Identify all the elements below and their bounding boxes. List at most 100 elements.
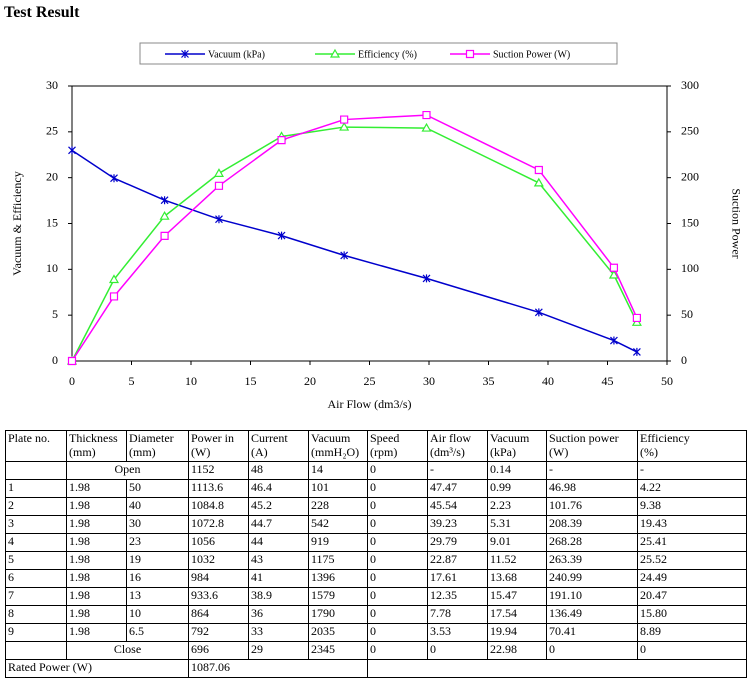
header-unit: (W) <box>191 445 211 459</box>
table-cell: - <box>637 461 747 480</box>
header-unit: (kPa) <box>490 445 516 459</box>
results-table: Plate no. Thickness (mm) Diameter (mm) Power … <box>5 430 747 678</box>
table-cell: 1152 <box>188 461 249 480</box>
series-line <box>71 114 638 362</box>
header-name: Diameter <box>129 431 174 446</box>
header-unit: (mmH₂O) <box>311 445 360 459</box>
table-cell: 25.52 <box>637 551 747 570</box>
y2-tick-label: 0 <box>681 353 687 367</box>
header-cell: Diameter (mm) <box>126 430 189 462</box>
marker <box>160 231 169 240</box>
marker <box>68 146 76 155</box>
table-cell: 44.7 <box>248 515 309 534</box>
marker <box>609 263 619 272</box>
table-cell: 6.5 <box>126 623 189 642</box>
table-cell: 792 <box>188 623 249 642</box>
table-cell: 5 <box>5 551 67 570</box>
y-axis-label: Vacuum & Efficiency <box>10 171 24 275</box>
series-line <box>71 126 638 362</box>
legend-marker <box>181 50 189 58</box>
table-cell: 12.35 <box>427 587 488 606</box>
series-line <box>71 149 638 353</box>
header-name: Vacuum <box>311 431 351 446</box>
header-cell: Air flow (dm³/s) <box>427 430 488 462</box>
table-cell: 1.98 <box>66 497 127 516</box>
header-unit: (dm³/s) <box>430 445 465 459</box>
header-name: Efficiency <box>640 431 690 446</box>
marker <box>160 196 169 205</box>
header-name: Current <box>251 431 288 446</box>
legend-label: Vacuum (kPa) <box>208 49 265 60</box>
x-tick-label: 50 <box>661 374 673 388</box>
chart: 0 5 10 15 20 25 30 35 40 45 5005101520253005010015… <box>10 42 743 411</box>
table-cell: 2 <box>5 497 67 516</box>
marker <box>339 121 350 131</box>
x-tick-label: 10 <box>185 374 197 388</box>
marker <box>610 336 618 345</box>
y-tick-label: 20 <box>46 169 58 183</box>
x-axis-label: Air Flow (dm3/s) <box>328 397 412 411</box>
table-cell: 0 <box>367 497 428 516</box>
table-cell: 3 <box>5 515 67 534</box>
table-cell: - <box>546 461 638 480</box>
table-cell: 7.78 <box>427 605 488 624</box>
table-cell: 9.38 <box>637 497 747 516</box>
data-row: 4 1.98 23 1056 44 919 0 29.79 9.01 268.28 25.41 <box>5 533 747 552</box>
table-cell: 13 <box>126 587 189 606</box>
table-cell: 19.43 <box>637 515 747 534</box>
table-cell: 33 <box>248 623 309 642</box>
table-cell: 24.49 <box>637 569 747 588</box>
legend: Vacuum (kPa) Efficiency (%) Suction Power … <box>139 42 618 65</box>
table-cell: 10 <box>126 605 189 624</box>
data-row: 2 1.98 40 1084.8 45.2 228 0 45.54 2.23 101.76 9.38 <box>5 497 747 516</box>
table-cell: 30 <box>126 515 189 534</box>
table-cell: 268.28 <box>546 533 638 552</box>
x-tick-label: 45 <box>602 374 614 388</box>
table-cell: 23 <box>126 533 189 552</box>
table-cell: 0 <box>367 587 428 606</box>
rated-power-row: Rated Power (W) 1087.06 <box>5 659 747 678</box>
header-cell: Speed (rpm) <box>367 430 428 462</box>
y-tick-label: 25 <box>46 124 58 138</box>
marker <box>110 174 118 183</box>
legend-label: Suction Power (W) <box>493 49 570 60</box>
data-row: 6 1.98 16 984 41 1396 0 17.61 13.68 240.99 24.49 <box>5 569 747 588</box>
table-cell: 41 <box>248 569 309 588</box>
table-cell: 1.98 <box>66 533 127 552</box>
table-cell: 1790 <box>308 605 368 624</box>
y2-tick-label: 50 <box>681 307 693 321</box>
table-cell: 29 <box>248 641 309 660</box>
table-cell: 6 <box>5 569 67 588</box>
x-tick-label: 0 <box>69 374 75 388</box>
header-cell: Vacuum (kPa) <box>487 430 547 462</box>
table-cell: 0 <box>367 623 428 642</box>
table-cell: 70.41 <box>546 623 638 642</box>
table-cell: 43 <box>248 551 309 570</box>
table-cell: Rated Power (W) <box>5 659 189 678</box>
y2-tick-label: 100 <box>681 261 699 275</box>
marker <box>632 313 641 323</box>
marker <box>67 356 77 366</box>
table-cell: 45.54 <box>427 497 488 516</box>
table-cell: 696 <box>188 641 249 660</box>
table-cell: 0 <box>367 515 428 534</box>
marker <box>422 274 431 283</box>
table-cell <box>5 641 67 660</box>
table-cell: 1.98 <box>66 623 127 642</box>
header-cell: Plate no. <box>5 430 67 462</box>
table-cell: 0 <box>367 605 428 624</box>
header-cell: Current (A) <box>248 430 309 462</box>
table-cell: 5.31 <box>487 515 547 534</box>
header-unit: (%) <box>640 445 658 459</box>
marker <box>632 347 641 356</box>
table-cell: 39.23 <box>427 515 488 534</box>
table-cell: 25.41 <box>637 533 747 552</box>
x-tick-label: 5 <box>129 374 135 388</box>
table-cell: Open <box>66 461 189 480</box>
table-cell: 13.68 <box>487 569 547 588</box>
table-cell: 14 <box>308 461 368 480</box>
header-unit: (W) <box>549 445 569 459</box>
header-unit: (mm) <box>69 445 96 459</box>
marker <box>277 135 286 145</box>
table-cell: 4.22 <box>637 479 747 498</box>
